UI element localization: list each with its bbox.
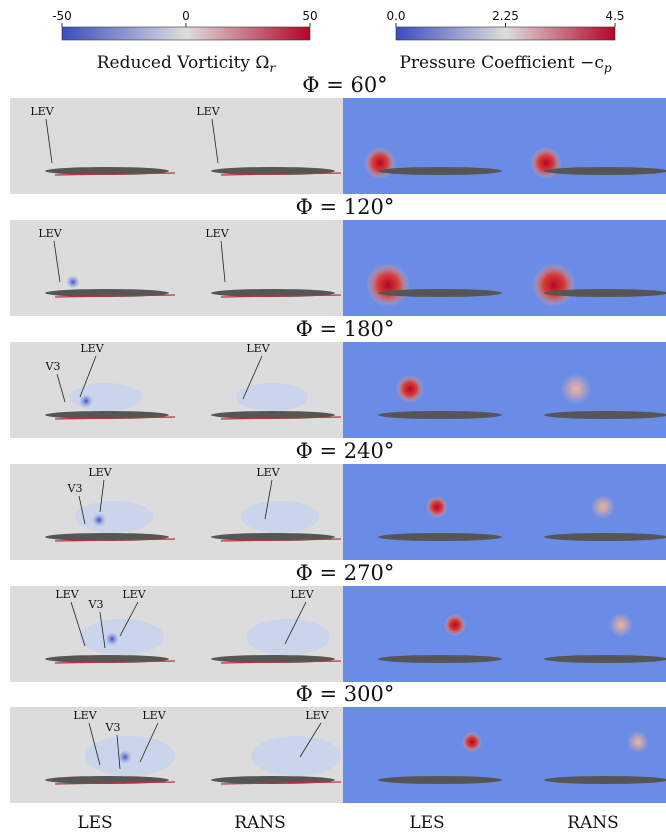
phase-title: Φ = 300° [296,682,395,706]
vortex [105,632,119,646]
annotation: V3 [45,360,61,373]
colorbar-label-subscript: p [604,61,612,75]
annotation: V3 [88,598,104,611]
wake [246,619,330,655]
airfoil [544,289,666,297]
phase-title: Φ = 240° [296,439,395,463]
vortex [118,750,132,764]
annotation: LEV [142,709,166,722]
wake [80,619,164,655]
annotation: V3 [105,721,121,734]
pressure-peak [530,147,562,179]
vorticity-panel [10,98,343,194]
colorbar-label: Pressure Coefficient −cp [399,53,611,75]
pressure-peak [396,375,424,403]
colorbar [62,27,310,40]
wake [251,736,341,776]
annotation: LEV [88,466,112,479]
pressure-panel [343,707,666,803]
colorbar-label: Reduced Vorticity Ωr [97,53,277,75]
annotation: LEV [246,342,270,355]
colorbar-tick-label: 50 [302,9,317,23]
phase-title: Φ = 120° [296,195,395,219]
annotation: LEV [30,105,54,118]
colorbar-tick-label: 0 [182,9,190,23]
colorbar-tick-label: 4.5 [605,9,624,23]
airfoil [544,655,666,663]
phase-title: Φ = 270° [296,561,395,585]
wake [75,501,153,533]
phase-title: Φ = 180° [296,317,395,341]
pressure-panel [343,342,666,438]
phase-title: Φ = 60° [302,73,387,97]
pressure-peak [591,495,615,519]
airfoil [544,533,666,541]
pressure-peak [627,731,649,753]
column-label: LES [77,813,112,833]
pressure-peak [532,263,576,307]
airfoil [378,533,502,541]
annotation: LEV [55,588,79,601]
pressure-peak [426,496,448,518]
annotation: LEV [196,105,220,118]
pressure-peak [462,732,482,752]
airfoil [544,776,666,784]
airfoil [378,167,502,175]
wake [236,383,308,411]
airfoil [544,167,666,175]
wake [241,501,319,533]
airfoil [544,411,666,419]
pressure-panel [343,464,666,560]
vortex [92,513,106,527]
colorbar-label-text: Reduced Vorticity Ω [97,53,270,73]
pressure-peak [609,613,633,637]
pressure-peak [444,614,466,636]
pressure-peak [364,147,396,179]
airfoil [378,411,502,419]
colorbar-tick-label: 0.0 [386,9,405,23]
annotation: LEV [290,588,314,601]
airfoil [378,655,502,663]
vortex [66,275,80,289]
annotation: LEV [305,709,329,722]
colorbar-label-text: Pressure Coefficient −c [399,53,603,73]
figure: -50 0 50 Reduced Vorticity Ωr 0.0 2.25 4.5 Pres… [0,0,666,834]
column-label: RANS [567,813,619,833]
colorbar-label-subscript: r [270,61,277,75]
column-label: RANS [234,813,286,833]
pressure-peak [561,374,592,405]
annotation: V3 [67,482,83,495]
annotation: LEV [73,709,97,722]
colorbar-tick-label: 2.25 [492,9,519,23]
annotation: LEV [205,227,229,240]
colorbar [396,27,615,40]
annotation: LEV [80,342,104,355]
annotation: LEV [122,588,146,601]
pressure-panel [343,98,666,194]
pressure-peak [366,263,410,307]
vortex [79,394,93,408]
annotation: LEV [38,227,62,240]
airfoil [378,289,502,297]
colorbar-tick-label: -50 [52,9,72,23]
annotation: LEV [256,466,280,479]
column-label: LES [409,813,444,833]
airfoil [378,776,502,784]
